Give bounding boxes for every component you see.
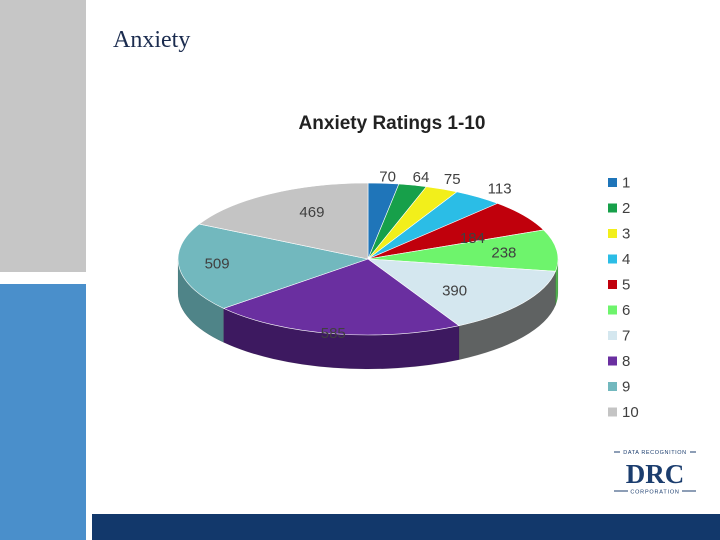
footer-band [92,514,720,540]
legend-swatch-9 [608,382,617,391]
drc-logo-icon: DATA RECOGNITION DRC CORPORATION [612,446,698,498]
legend-swatch-10 [608,407,617,417]
legend-label-6: 6 [622,302,630,319]
legend-swatch-1 [608,178,617,187]
legend-label-7: 7 [622,328,630,345]
legend-label-1: 1 [622,175,630,192]
legend-label-5: 5 [622,277,630,294]
pie-slice-6 [367,229,559,272]
side-panel-blue [0,284,86,540]
side-panel-gray [0,0,86,272]
legend: 1 2 3 4 5 6 7 8 9 10 [608,175,639,421]
svg-text:DRC: DRC [626,459,685,489]
pie-slices [177,182,559,336]
data-label-4: 113 [488,180,512,197]
data-label-6: 238 [491,245,516,262]
data-label-1: 70 [379,169,396,186]
legend-swatch-6 [608,305,617,315]
legend-swatch-4 [608,254,617,264]
legend-swatch-7 [608,331,617,340]
data-label-8: 585 [321,325,346,342]
side-panel-gap [0,272,86,284]
pie-slice-10 [198,182,369,260]
pie-slice-9 [177,223,370,309]
legend-label-10: 10 [622,404,639,421]
pie-slice-8 [222,258,460,336]
legend-label-3: 3 [622,226,630,243]
svg-text:CORPORATION: CORPORATION [630,490,679,496]
data-labels: 70 64 75 113 184 238 390 585 509 469 [205,169,517,342]
data-label-2: 64 [413,169,430,186]
data-label-5: 184 [460,230,485,247]
svg-text:DATA RECOGNITION: DATA RECOGNITION [623,450,686,456]
legend-label-4: 4 [622,251,630,268]
data-label-9: 509 [205,255,230,272]
data-label-3: 75 [444,171,461,188]
legend-label-9: 9 [622,379,630,396]
legend-swatch-5 [608,280,617,289]
data-label-7: 390 [442,283,467,300]
slide-title: Anxiety [113,27,191,53]
data-label-10: 469 [299,204,324,221]
legend-swatch-8 [608,356,617,366]
legend-label-8: 8 [622,353,630,370]
legend-swatch-2 [608,203,617,213]
chart-title: Anxiety Ratings 1-10 [299,113,486,134]
legend-swatch-3 [608,229,617,238]
legend-label-2: 2 [622,200,630,217]
pie-side-walls [177,258,559,370]
pie-slice-7 [366,258,556,327]
